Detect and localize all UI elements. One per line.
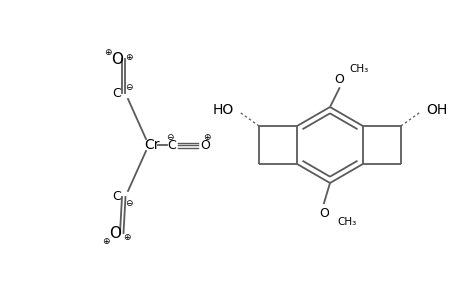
Text: O: O — [333, 73, 343, 86]
Text: CH₃: CH₃ — [349, 64, 368, 74]
Text: CH₃: CH₃ — [337, 217, 356, 227]
Text: O: O — [109, 226, 121, 241]
Text: C: C — [112, 190, 121, 203]
Text: O: O — [319, 207, 329, 220]
Text: ⊕: ⊕ — [123, 232, 130, 242]
Text: O: O — [200, 139, 209, 152]
Text: C: C — [112, 86, 121, 100]
Text: ⊖: ⊖ — [125, 199, 133, 208]
Text: ⊕: ⊕ — [203, 133, 210, 142]
Text: ⊖: ⊖ — [166, 133, 174, 142]
Text: ⊕: ⊕ — [125, 52, 133, 62]
Text: HO: HO — [213, 103, 234, 117]
Text: C: C — [167, 139, 176, 152]
Text: O: O — [111, 52, 123, 67]
Text: ⊖: ⊖ — [125, 82, 133, 91]
Text: OH: OH — [425, 103, 446, 117]
Text: ⊕: ⊕ — [104, 47, 112, 56]
Text: ⊕: ⊕ — [102, 238, 110, 247]
Text: Cr: Cr — [144, 138, 159, 152]
